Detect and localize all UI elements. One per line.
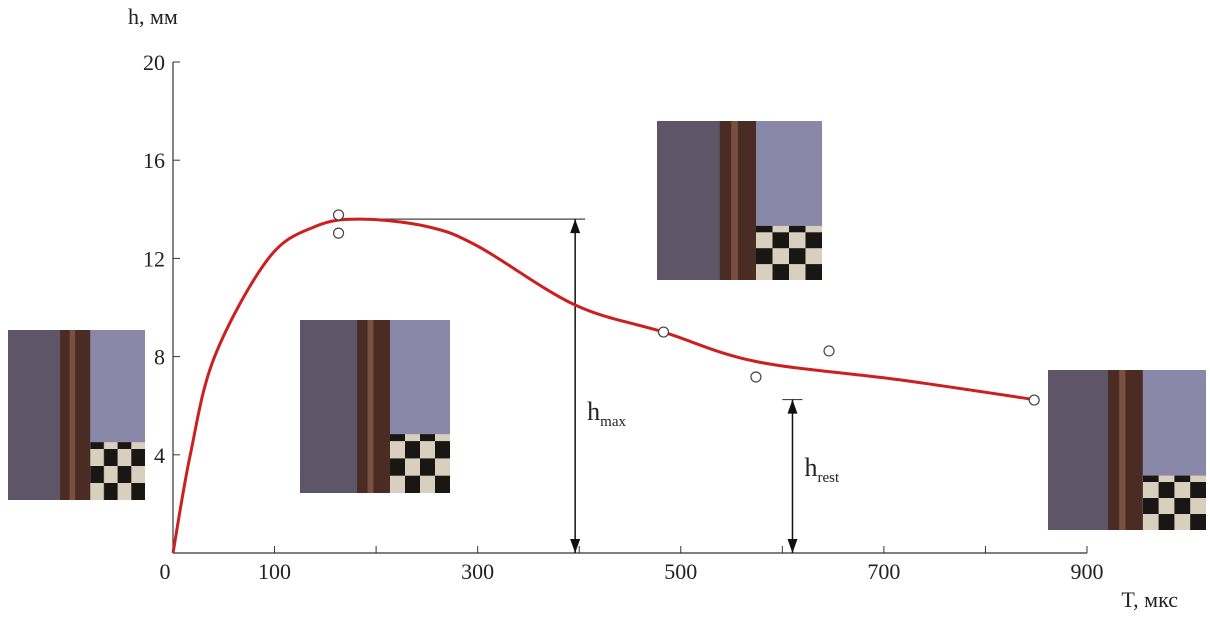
y-tick-label: 16: [143, 148, 165, 173]
data-point: [334, 210, 344, 220]
arrow-head: [570, 219, 580, 233]
chart: h, мм T, мкс 010030050070090048121620hma…: [0, 0, 1210, 619]
data-point: [1029, 395, 1039, 405]
data-point: [824, 346, 834, 356]
x-tick-label: 700: [867, 559, 900, 584]
x-tick-label: 100: [258, 559, 291, 584]
data-point: [659, 327, 669, 337]
annotation-text: h: [804, 453, 817, 482]
x-tick-label: 300: [461, 559, 494, 584]
x-tick-label: 500: [664, 559, 697, 584]
y-tick-label: 12: [143, 246, 165, 271]
photo: [8, 330, 145, 500]
arrow-head: [787, 400, 797, 414]
annotation-label: hrest: [804, 453, 839, 486]
x-axis-label: T, мкс: [1121, 587, 1178, 612]
data-point: [751, 372, 761, 382]
photo: [1048, 370, 1206, 530]
y-axis-label: h, мм: [128, 4, 178, 29]
annotation-subscript: rest: [817, 470, 839, 486]
annotation-label: hmax: [587, 397, 626, 430]
x-tick-label: 0: [160, 559, 171, 584]
photo: [300, 320, 450, 493]
y-tick-label: 20: [143, 50, 165, 75]
x-tick-label: 900: [1071, 559, 1104, 584]
annotation-text: h: [587, 397, 600, 426]
arrow-head: [787, 539, 797, 553]
photo: [657, 121, 822, 280]
y-tick-label: 8: [154, 345, 165, 370]
y-tick-label: 4: [154, 443, 165, 468]
data-point: [334, 228, 344, 238]
arrow-head: [570, 539, 580, 553]
annotation-subscript: max: [600, 414, 626, 430]
